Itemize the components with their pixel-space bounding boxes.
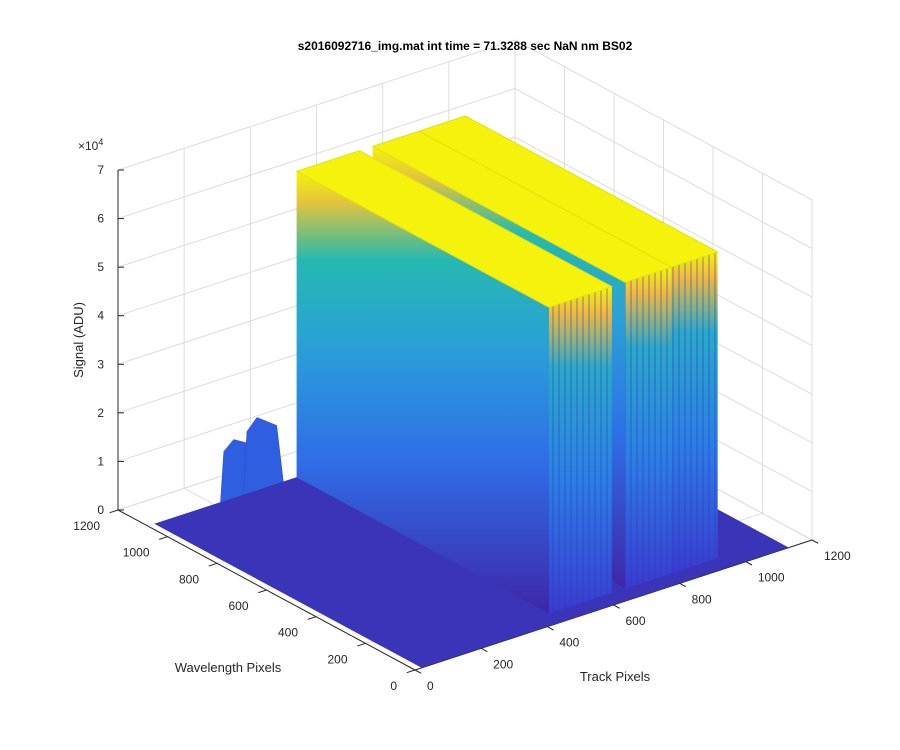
x-tick-label: 600 xyxy=(626,614,646,628)
x-tick-mark xyxy=(414,669,422,674)
low-bump xyxy=(243,417,284,495)
peak-plateau xyxy=(372,130,672,283)
y-tick-label: 200 xyxy=(327,652,347,666)
x-tick-label: 800 xyxy=(692,592,712,606)
z-tick-label: 3 xyxy=(97,357,104,371)
z-tick-label: 7 xyxy=(97,163,104,177)
y-tick-label: 600 xyxy=(228,599,248,613)
z-tick-label: 2 xyxy=(97,406,104,420)
z-tick-label: 5 xyxy=(97,260,104,274)
y-tick-label: 1200 xyxy=(73,519,100,533)
y-tick-mark xyxy=(307,616,317,620)
x-tick-label: 1000 xyxy=(758,571,785,585)
y-tick-mark xyxy=(357,642,366,647)
peak-front-texture xyxy=(671,252,718,574)
gridline xyxy=(514,39,813,201)
y-tick-label: 800 xyxy=(179,572,199,586)
z-tick-label: 4 xyxy=(97,309,104,323)
z-tick-label: 1 xyxy=(97,454,104,468)
y-axis-label: Wavelength Pixels xyxy=(175,660,282,675)
peak-front-texture xyxy=(625,267,672,589)
y-tick-mark xyxy=(109,509,119,514)
x-tick-mark xyxy=(679,582,687,588)
tick-labels: 0200400600800100012000200400600800100012… xyxy=(73,163,851,693)
x-axis-label: Track Pixels xyxy=(580,669,651,684)
y-tick-mark xyxy=(258,589,267,594)
peak-side-wall xyxy=(296,171,549,614)
y-tick-mark xyxy=(159,536,168,540)
x-tick-mark xyxy=(745,561,753,566)
x-tick-mark xyxy=(547,626,554,631)
gridline xyxy=(514,88,813,250)
x-tick-label: 1200 xyxy=(824,549,851,563)
gridline xyxy=(117,88,516,220)
y-tick-mark xyxy=(208,562,218,567)
peak-plateau xyxy=(296,150,613,308)
z-tick-label: 6 xyxy=(97,212,104,226)
surface-plot xyxy=(154,115,789,668)
x-tick-label: 0 xyxy=(427,679,434,693)
gridline xyxy=(117,39,516,171)
x-tick-label: 400 xyxy=(559,636,579,650)
svg-text:×104: ×104 xyxy=(78,137,103,153)
y-tick-label: 0 xyxy=(390,679,397,693)
y-tick-mark xyxy=(406,669,416,674)
z-exponent-label: ×104 xyxy=(78,137,103,153)
y-tick-label: 400 xyxy=(278,626,298,640)
z-tick-label: 0 xyxy=(97,503,104,517)
gridline xyxy=(514,136,813,298)
z-axis-label: Signal (ADU) xyxy=(71,302,86,378)
x-tick-mark xyxy=(613,604,620,609)
x-tick-label: 200 xyxy=(493,657,513,671)
peak-front-texture xyxy=(549,286,612,614)
x-tick-mark xyxy=(811,539,819,544)
chart-title: s2016092716_img.mat int time = 71.3288 s… xyxy=(298,39,633,53)
x-tick-mark xyxy=(480,647,488,653)
y-tick-label: 1000 xyxy=(123,546,150,560)
